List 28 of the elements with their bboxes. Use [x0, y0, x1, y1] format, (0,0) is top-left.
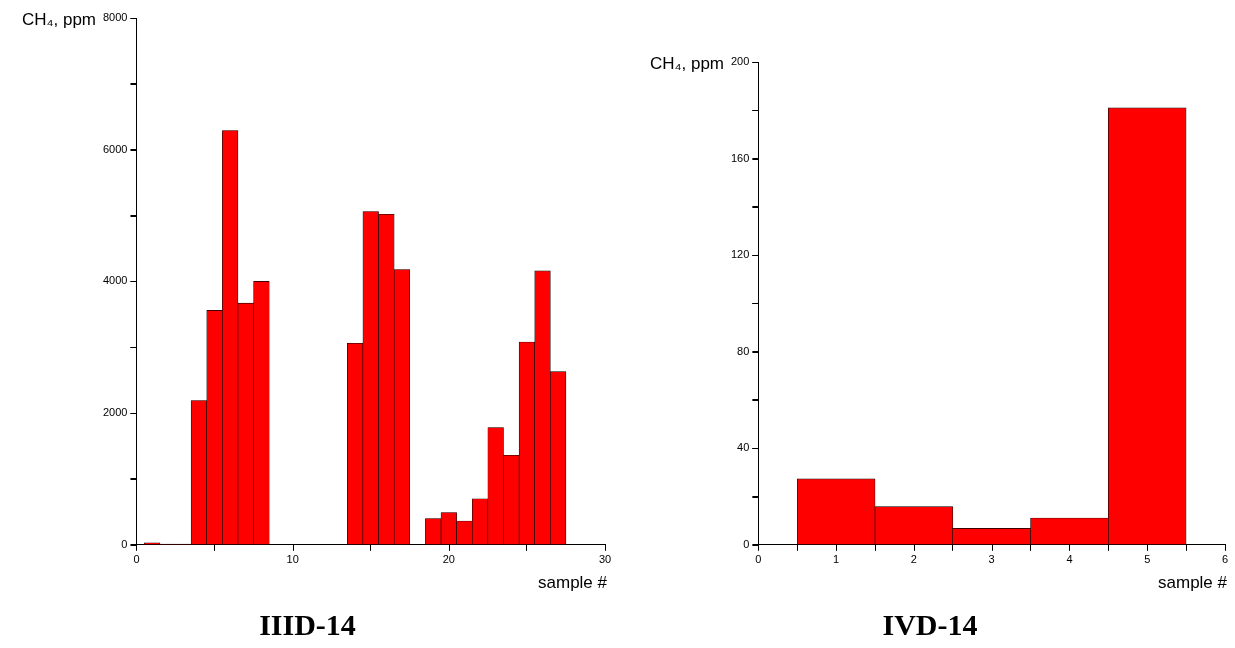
y-tick-label: 0 [121, 537, 128, 550]
x-tick-label: 0 [755, 553, 762, 566]
y-tick-label: 2000 [102, 406, 128, 419]
x-tick-label: 20 [442, 553, 455, 566]
y-tick-label: 8000 [102, 11, 128, 24]
y-tick-label: 6000 [102, 142, 128, 155]
x-tick-label: 4 [1066, 553, 1073, 566]
x-axis-title: sample # [1158, 572, 1228, 592]
y-tick-label: 4000 [102, 274, 128, 287]
x-tick-label: 3 [988, 553, 995, 566]
y-axis-title: CH₄, ppm [649, 53, 724, 73]
y-tick-label: 160 [730, 151, 750, 164]
text: IVD-14 [881, 608, 979, 642]
y-tick-label: 0 [743, 537, 750, 550]
y-tick-label: 40 [737, 441, 750, 454]
text: IIID-14 [258, 608, 357, 642]
y-tick-label: 120 [730, 248, 750, 261]
x-axis-title: sample # [538, 572, 608, 592]
y-axis-title: CH₄, ppm [21, 9, 96, 29]
x-tick-label: 6 [1221, 553, 1229, 566]
x-tick-label: 30 [598, 553, 612, 566]
x-tick-label: 5 [1144, 553, 1151, 566]
x-tick-label: 10 [286, 553, 299, 566]
y-tick-label: 200 [730, 55, 750, 68]
x-tick-label: 1 [833, 553, 840, 566]
y-tick-label: 80 [737, 344, 750, 357]
x-tick-label: 0 [133, 553, 140, 566]
x-tick-label: 2 [910, 553, 917, 566]
